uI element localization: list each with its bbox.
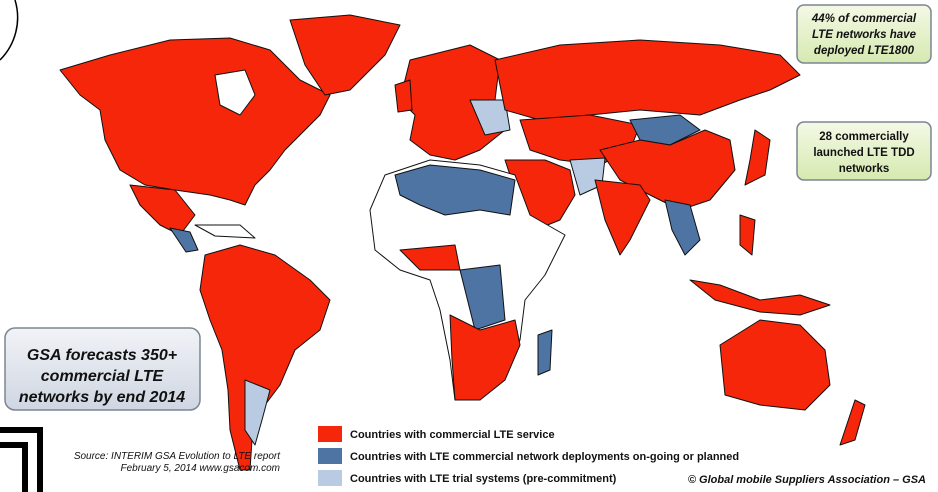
west-africa: [399, 244, 461, 271]
caribbean: [194, 224, 256, 239]
callout-box: [796, 121, 932, 181]
hudson-bay: [214, 69, 256, 116]
new-zealand: [839, 399, 866, 446]
mexico: [129, 184, 196, 236]
legend-swatch: [318, 448, 342, 464]
north-america: [59, 37, 331, 206]
europe: [399, 44, 506, 161]
callout-box: [796, 4, 932, 64]
legend-label: Countries with LTE commercial network de…: [350, 451, 739, 463]
uk: [394, 79, 413, 113]
callout-box: [4, 327, 201, 411]
russia: [494, 39, 801, 121]
callout-text: networks: [839, 163, 890, 175]
madagascar: [537, 329, 553, 376]
callout-text: 28 commercially: [819, 131, 909, 143]
callouts: [4, 4, 932, 411]
india: [594, 179, 651, 256]
world-map: [59, 14, 866, 471]
copyright: © Global mobile Suppliers Association – …: [688, 474, 926, 486]
central-america: [169, 227, 199, 253]
ukraine-trial: [469, 99, 511, 136]
callout-text: LTE networks have: [812, 29, 917, 41]
callout-text: launched LTE TDD: [813, 147, 914, 159]
southern-africa: [449, 314, 521, 401]
north-africa: [394, 164, 516, 216]
philippines: [739, 214, 756, 256]
east-africa: [459, 264, 506, 331]
source-text: Source: INTERIM GSA Evolution to LTE rep…: [74, 451, 281, 462]
japan: [744, 129, 771, 186]
argentina-trial: [244, 379, 271, 446]
logo-arc: [0, 0, 19, 61]
australia: [719, 319, 831, 411]
legend-swatch: [318, 426, 342, 442]
south-america: [199, 244, 331, 471]
callout-text: deployed LTE1800: [814, 45, 915, 57]
indonesia: [689, 279, 831, 316]
callout-text: GSA forecasts 350+: [27, 347, 177, 364]
legend-swatch: [318, 470, 342, 486]
greenland: [289, 14, 401, 96]
mongolia: [629, 114, 701, 146]
logo-mark: [0, 427, 43, 492]
indochina: [664, 199, 701, 256]
callout-text: networks by end 2014: [19, 389, 185, 406]
legend-label: Countries with commercial LTE service: [350, 429, 555, 441]
callout-text: 44% of commercial: [811, 13, 917, 25]
legend-label: Countries with LTE trial systems (pre-co…: [350, 473, 617, 485]
callout-text: commercial LTE: [41, 368, 165, 385]
source-text: February 5, 2014 www.gsacom.com: [120, 463, 280, 474]
